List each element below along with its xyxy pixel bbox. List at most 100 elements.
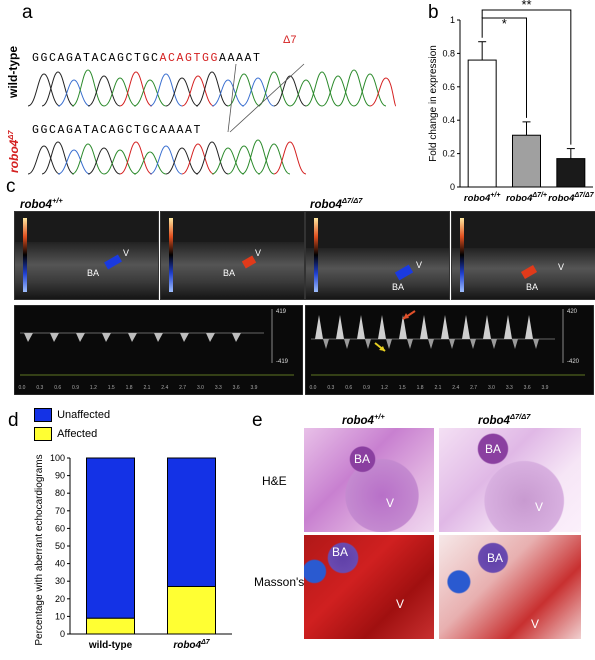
mutant-chromatogram bbox=[28, 139, 307, 175]
doppler-time-tick: 0.3 bbox=[36, 385, 43, 391]
y-tick-label: 90 bbox=[55, 471, 65, 481]
doppler-trough-1 bbox=[344, 339, 350, 349]
c-left-title-base: robo4 bbox=[20, 198, 52, 211]
panel-e-letter: e bbox=[252, 410, 263, 431]
label-v: V bbox=[386, 496, 395, 510]
doppler-time-tick: 2.7 bbox=[470, 385, 477, 391]
panel-d-letter: d bbox=[8, 410, 19, 431]
doppler-peak-0 bbox=[24, 333, 33, 342]
doppler-time-tick: 1.2 bbox=[90, 385, 97, 391]
doppler-time-tick: 0.3 bbox=[327, 385, 334, 391]
doppler-time-tick: 3.0 bbox=[488, 385, 495, 391]
category-label-1-sup: Δ7 bbox=[200, 639, 211, 646]
doppler-peak-2 bbox=[76, 333, 85, 342]
wild-type-label: wild-type bbox=[6, 45, 20, 98]
doppler-trough-3 bbox=[386, 339, 392, 349]
label-ba: BA bbox=[87, 268, 100, 278]
wt-sequence: GGCAGATACAGCTGCACAGTGGAAAAT bbox=[32, 52, 262, 65]
doppler-time-tick: 0.6 bbox=[345, 385, 352, 391]
doppler-time-tick: 3.3 bbox=[506, 385, 513, 391]
doppler-trace-wt: 0.0 0.3 0.6 0.9 1.2 1.5 1.8 2.1 2.4 2.7 3.0 3.3 3.6 3… bbox=[14, 305, 303, 395]
doppler-peak-0 bbox=[315, 315, 323, 339]
doppler-peak-7 bbox=[462, 315, 470, 339]
doppler-trough-10 bbox=[533, 339, 539, 349]
histology-he-wt: BA V bbox=[304, 428, 434, 532]
y-tick-label: 50 bbox=[55, 541, 65, 551]
e-right-title-sup: Δ7/Δ7 bbox=[509, 412, 531, 421]
doppler-time-tick: 1.5 bbox=[108, 385, 115, 391]
label-v: V bbox=[558, 262, 565, 272]
y-tick-label: 0.6 bbox=[442, 82, 455, 92]
y-tick-label: 30 bbox=[55, 576, 65, 586]
category-label-1: robo4Δ7/+ bbox=[506, 192, 547, 204]
bar-0 bbox=[467, 59, 497, 188]
doppler-time-tick: 1.8 bbox=[417, 385, 424, 391]
doppler-trough-6 bbox=[449, 339, 455, 349]
y-tick-label: 100 bbox=[50, 453, 65, 463]
y-tick-label: 1 bbox=[450, 15, 455, 25]
c-left-title-sup: +/+ bbox=[51, 196, 63, 205]
label-ba: BA bbox=[487, 551, 504, 565]
doppler-time-tick: 0.0 bbox=[310, 385, 317, 391]
doppler-trough-9 bbox=[512, 339, 518, 349]
category-label-1-base: robo4 bbox=[506, 193, 533, 204]
e-right-title-base: robo4 bbox=[478, 414, 510, 427]
doppler-peak-3 bbox=[102, 333, 111, 342]
category-label-2-base: robo4 bbox=[548, 193, 575, 204]
doppler-time-tick: 2.4 bbox=[161, 385, 168, 391]
doppler-peak-1 bbox=[336, 315, 344, 339]
y-tick-label: 20 bbox=[55, 594, 65, 604]
color-scale-bar bbox=[169, 218, 173, 292]
category-label-0: robo4+/+ bbox=[464, 192, 501, 204]
doppler-trough-8 bbox=[491, 339, 497, 349]
doppler-peak-8 bbox=[232, 333, 241, 342]
doppler-trough-7 bbox=[470, 339, 476, 349]
doppler-time-tick: 2.4 bbox=[452, 385, 459, 391]
doppler-time-tick: 1.2 bbox=[381, 385, 388, 391]
panel-b-letter: b bbox=[428, 2, 439, 23]
doppler-peak-9 bbox=[504, 315, 512, 339]
doppler-peak-4 bbox=[128, 333, 137, 342]
doppler-scale-bottom: -420 bbox=[567, 359, 580, 365]
doppler-time-tick: 2.7 bbox=[179, 385, 186, 391]
y-tick-label: 0.2 bbox=[442, 149, 455, 159]
bar-2 bbox=[556, 158, 586, 188]
category-label-0-base: robo4 bbox=[464, 193, 491, 204]
y-tick-label: 10 bbox=[55, 611, 65, 621]
doppler-time-tick: 0.9 bbox=[72, 385, 79, 391]
doppler-scale-bottom: -419 bbox=[276, 359, 289, 365]
doppler-peak-1 bbox=[50, 333, 59, 342]
deletion-connector-lines bbox=[227, 63, 305, 133]
wt-seq-pre: GGCAGATACAGCTGC bbox=[32, 52, 160, 65]
doppler-peak-5 bbox=[420, 315, 428, 339]
mutant-sequence: GGCAGATACAGCTGCAAAAT bbox=[32, 124, 203, 137]
echocardiogram-stacked-chart: 0 10 20 30 40 50 60 70 80 90 100 Percentage with ab… bbox=[34, 453, 232, 651]
c-right-title-sup: Δ7/Δ7 bbox=[341, 196, 363, 205]
legend-unaffected-label: Unaffected bbox=[57, 409, 111, 421]
panel-c-letter: c bbox=[6, 176, 16, 197]
category-label-2: robo4Δ7/Δ7 bbox=[548, 192, 595, 204]
histology-he-mutant: BA V bbox=[439, 428, 581, 532]
doppler-peak-6 bbox=[180, 333, 189, 342]
category-label-2-sup: Δ7/Δ7 bbox=[573, 192, 594, 199]
doppler-peak-3 bbox=[378, 315, 386, 339]
doppler-trough-5 bbox=[428, 339, 434, 349]
doppler-background bbox=[14, 305, 303, 395]
color-scale-bar bbox=[23, 218, 27, 292]
c-right-title: robo4Δ7/Δ7 bbox=[310, 196, 362, 211]
sig-star-2: ** bbox=[521, 0, 531, 12]
y-axis-label: Fold change in expression bbox=[428, 45, 439, 162]
doppler-trough-4 bbox=[407, 339, 413, 349]
wt-seq-deleted: ACAGTGG bbox=[159, 52, 220, 65]
label-ba: BA bbox=[332, 545, 349, 559]
doppler-time-tick: 3.6 bbox=[524, 385, 531, 391]
label-v: V bbox=[416, 260, 423, 270]
doppler-time-tick: 0.6 bbox=[54, 385, 61, 391]
y-tick-label: 80 bbox=[55, 488, 65, 498]
doppler-peak-2 bbox=[357, 315, 365, 339]
doppler-time-tick: 3.0 bbox=[197, 385, 204, 391]
y-tick-label: 0 bbox=[60, 629, 65, 639]
row-label-he: H&E bbox=[262, 474, 287, 488]
label-ba: BA bbox=[223, 268, 236, 278]
doppler-peak-8 bbox=[483, 315, 491, 339]
